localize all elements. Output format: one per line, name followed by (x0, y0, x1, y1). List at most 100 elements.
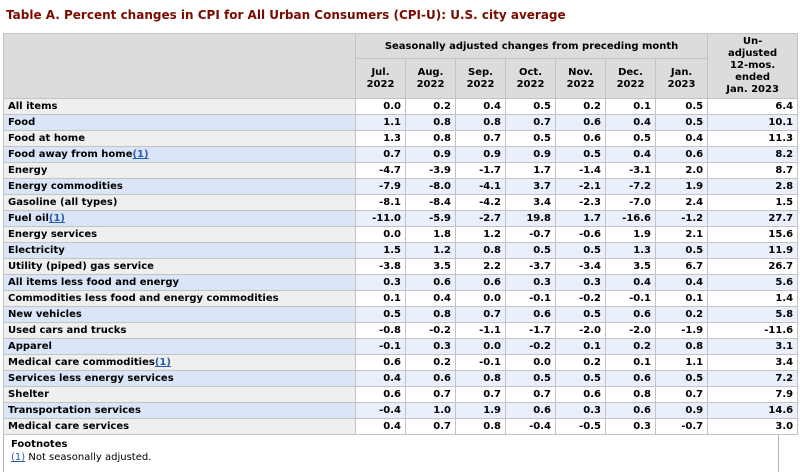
value-cell: 10.1 (707, 114, 799, 131)
value-cell: 0.5 (505, 370, 556, 387)
value-cell: 0.4 (355, 418, 406, 435)
month-header-cell: Jan. 2023 (654, 58, 709, 99)
value-cell: 0.7 (455, 386, 506, 403)
row-label-text: Energy commodities (8, 181, 123, 192)
value-cell: 0.6 (605, 370, 656, 387)
value-cell: 0.7 (405, 418, 456, 435)
row-label-text: Medical care commodities (8, 357, 155, 368)
value-cell: 0.6 (405, 370, 456, 387)
value-cell: 0.0 (505, 354, 556, 371)
value-cell: -2.1 (555, 178, 606, 195)
value-cell: 0.0 (455, 338, 506, 355)
value-cell: -2.7 (455, 210, 506, 227)
value-cell: -3.7 (505, 258, 556, 275)
value-cell: 0.4 (355, 370, 406, 387)
value-cell: 0.5 (555, 242, 606, 259)
value-cell: -8.1 (355, 194, 406, 211)
value-cell: -0.5 (555, 418, 606, 435)
value-cell: 0.7 (654, 386, 709, 403)
value-cell: 3.4 (707, 354, 799, 371)
value-cell: 0.5 (654, 370, 709, 387)
value-cell: -0.1 (505, 290, 556, 307)
value-cell: 0.4 (605, 114, 656, 131)
value-cell: 0.0 (455, 290, 506, 307)
value-cell: -0.1 (455, 354, 506, 371)
value-cell: 0.8 (405, 306, 456, 323)
value-cell: 0.5 (355, 306, 406, 323)
value-cell: 5.8 (707, 306, 799, 323)
value-cell: -0.1 (355, 338, 406, 355)
row-label-text: Services less energy services (8, 373, 174, 384)
value-cell: 0.4 (605, 146, 656, 163)
value-cell: 0.9 (405, 146, 456, 163)
value-cell: 0.6 (455, 274, 506, 291)
value-cell: 0.6 (605, 402, 656, 419)
value-cell: -1.4 (555, 162, 606, 179)
value-cell: -0.7 (505, 226, 556, 243)
value-cell: 0.2 (605, 338, 656, 355)
header-row-1: Seasonally adjusted changes from precedi… (3, 32, 799, 99)
footnote-ref-link[interactable]: (1) (11, 452, 26, 463)
footnote-link[interactable]: (1) (132, 149, 149, 160)
value-cell: -16.6 (605, 210, 656, 227)
value-cell: 15.6 (707, 226, 799, 243)
value-cell: 0.5 (555, 370, 606, 387)
value-cell: -0.2 (405, 322, 456, 339)
value-cell: 0.6 (355, 386, 406, 403)
row-label-text: Commodities less food and energy commodi… (8, 293, 279, 304)
value-cell: 1.5 (707, 194, 799, 211)
value-cell: -1.1 (455, 322, 506, 339)
value-cell: 0.3 (505, 274, 556, 291)
value-cell: 0.8 (405, 114, 456, 131)
row-label-text: Apparel (8, 341, 52, 352)
table-row: Commodities less food and energy commodi… (3, 290, 799, 307)
row-label: Energy services (3, 226, 356, 243)
value-cell: 0.1 (605, 98, 656, 115)
value-cell: 14.6 (707, 402, 799, 419)
row-label: Food (3, 114, 356, 131)
value-cell: 2.4 (654, 194, 709, 211)
footnote-link[interactable]: (1) (48, 213, 65, 224)
row-label: Gasoline (all types) (3, 194, 356, 211)
row-label: Transportation services (3, 402, 356, 419)
value-cell: 0.8 (605, 386, 656, 403)
value-cell: 2.0 (654, 162, 709, 179)
value-cell: -1.2 (654, 210, 709, 227)
value-cell: 0.2 (555, 354, 606, 371)
unadjusted-header: Un- adjusted 12-mos. ended Jan. 2023 (707, 33, 799, 99)
value-cell: 0.2 (405, 354, 456, 371)
table-row: Used cars and trucks -0.8 -0.2 -1.1 -1.7 -2.0… (3, 322, 799, 339)
value-cell: -0.2 (505, 338, 556, 355)
footnote-link[interactable]: (1) (154, 357, 171, 368)
value-cell: -2.3 (555, 194, 606, 211)
row-label-text: Electricity (8, 245, 65, 256)
table-row: Food at home 1.3 0.8 0.7 0.5 0.6 0.5 0.4 11.3 (3, 130, 799, 147)
table-row: Food 1.1 0.8 0.8 0.7 0.6 0.4 0.5 10.1 (3, 114, 799, 131)
value-cell: -3.1 (605, 162, 656, 179)
value-cell: 0.1 (355, 290, 406, 307)
value-cell: 0.6 (405, 274, 456, 291)
value-cell: -0.4 (355, 402, 406, 419)
value-cell: 0.5 (605, 130, 656, 147)
value-cell: 3.1 (707, 338, 799, 355)
value-cell: 1.4 (707, 290, 799, 307)
value-cell: 0.6 (555, 114, 606, 131)
value-cell: 7.2 (707, 370, 799, 387)
value-cell: -3.9 (405, 162, 456, 179)
value-cell: 1.9 (654, 178, 709, 195)
row-label-text: Used cars and trucks (8, 325, 127, 336)
table-row: Utility (piped) gas service -3.8 3.5 2.2 -3.… (3, 258, 799, 275)
value-cell: 5.6 (707, 274, 799, 291)
value-cell: -8.0 (405, 178, 456, 195)
page-title: Table A. Percent changes in CPI for All … (6, 8, 566, 22)
footnote-text: Not seasonally adjusted. (25, 452, 152, 463)
table-row: Apparel -0.1 0.3 0.0 -0.2 0.1 0.2 0.8 3.1 (3, 338, 799, 355)
value-cell: 0.3 (355, 274, 406, 291)
table-row: Services less energy services 0.4 0.6 0.8 0.… (3, 370, 799, 387)
value-cell: 0.8 (455, 242, 506, 259)
row-label: Used cars and trucks (3, 322, 356, 339)
value-cell: 0.8 (455, 114, 506, 131)
value-cell: 0.7 (505, 386, 556, 403)
table-row: All items less food and energy 0.3 0.6 0.6 0… (3, 274, 799, 291)
value-cell: 0.6 (605, 306, 656, 323)
